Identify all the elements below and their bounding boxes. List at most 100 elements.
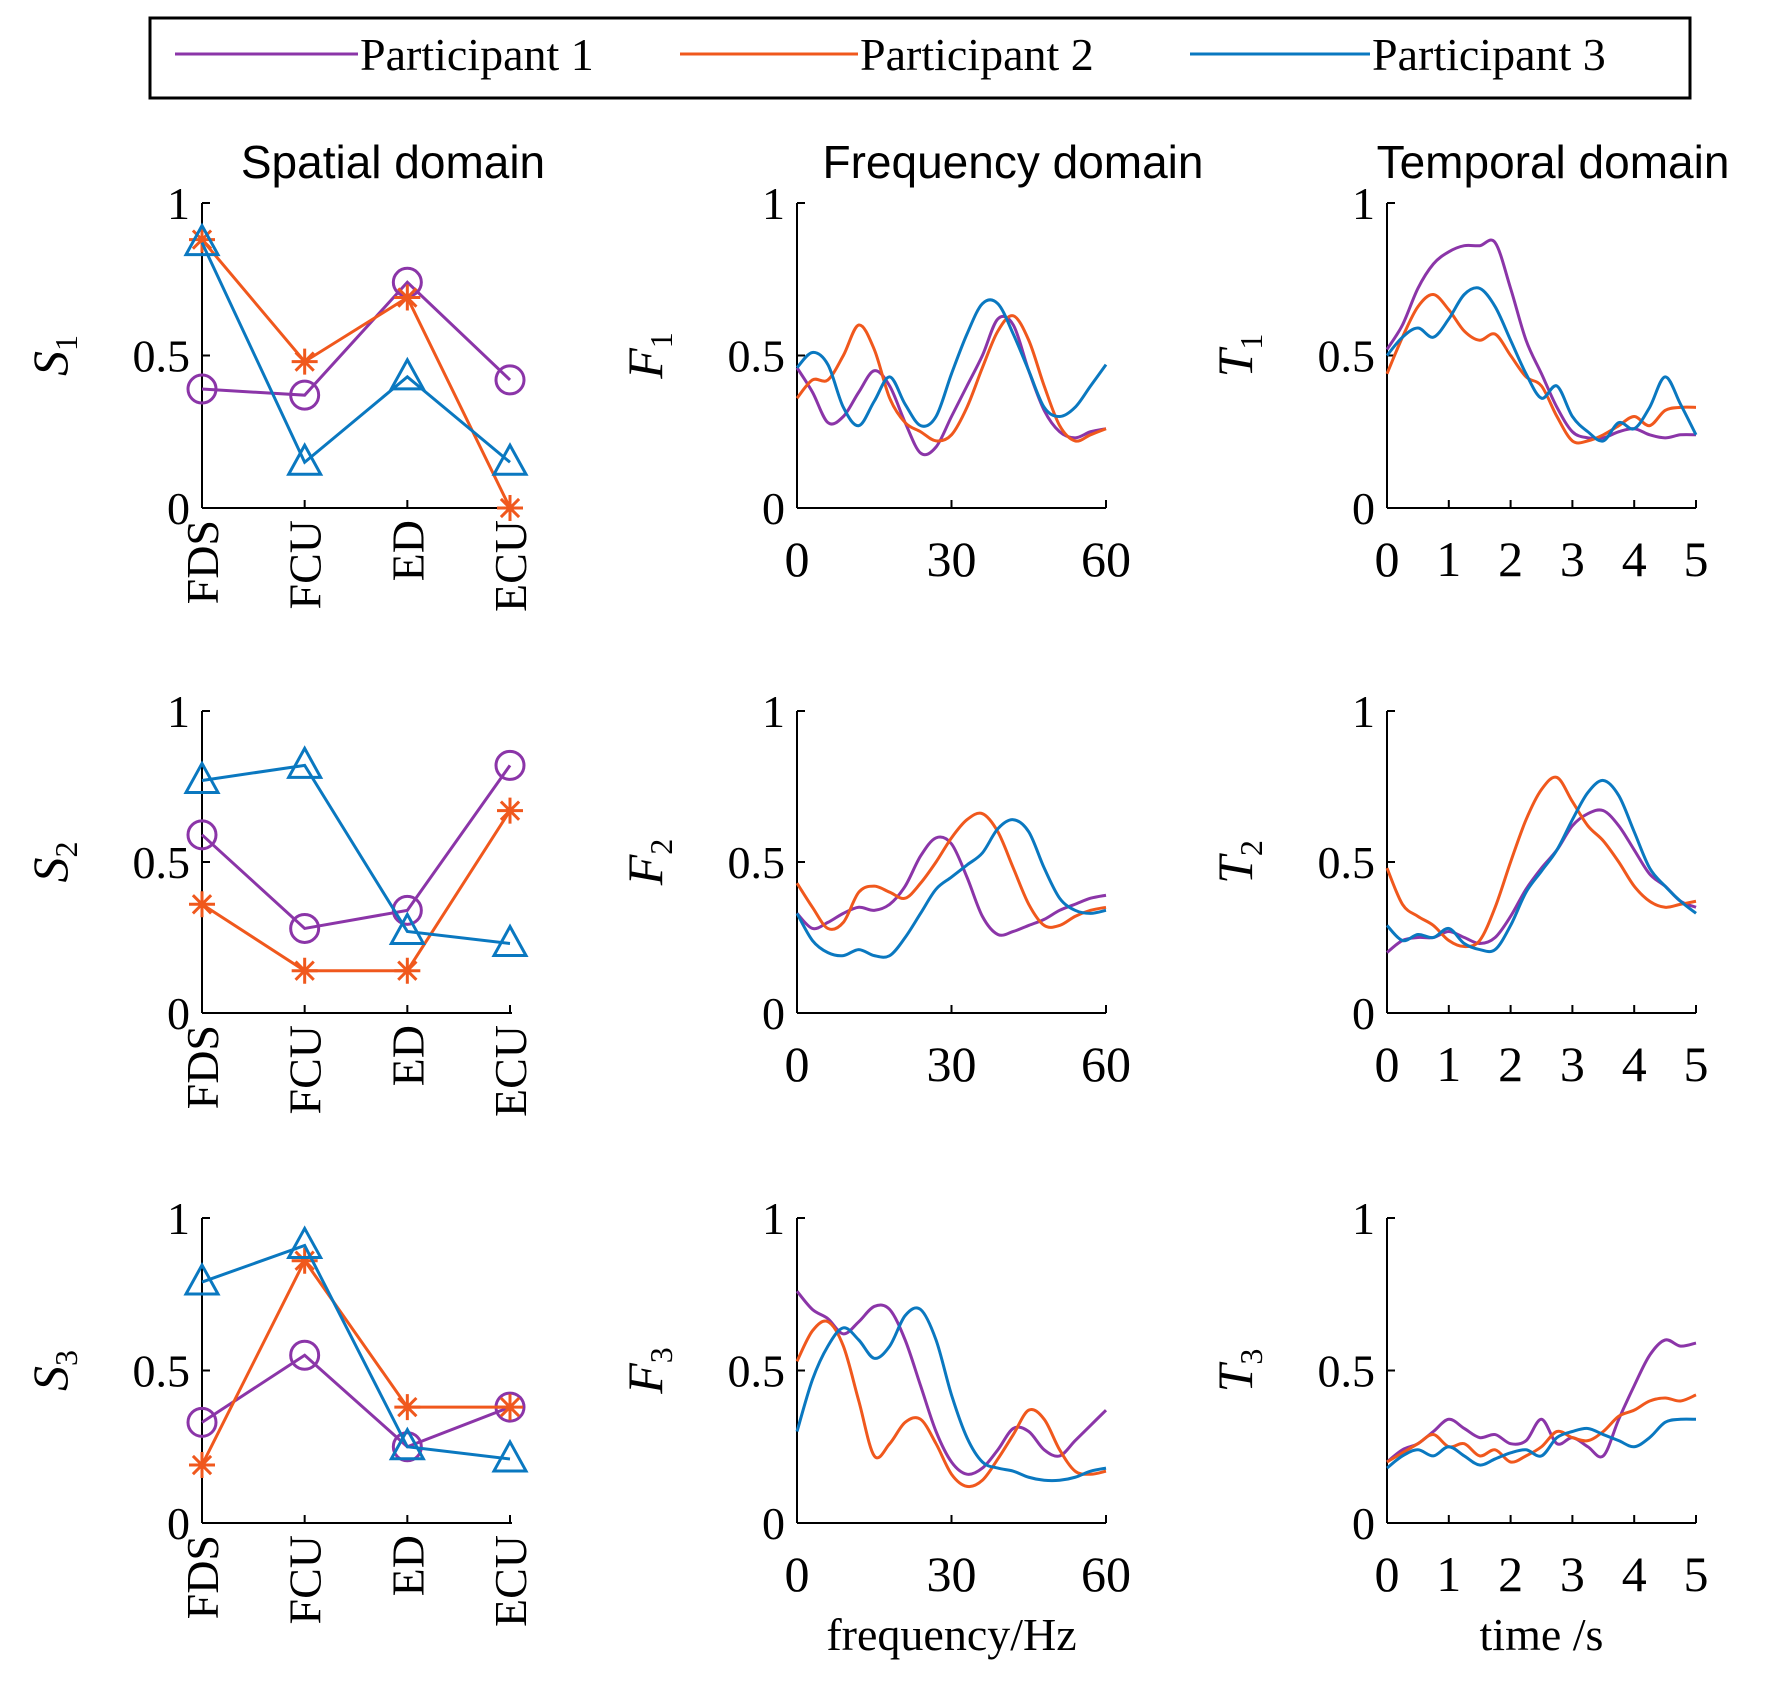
- x-tick-label: 3: [1560, 1546, 1585, 1602]
- data-point-asterisk: [497, 1394, 523, 1421]
- y-axis-label: T3: [1207, 1349, 1269, 1393]
- series-line-participant-1: [795, 1290, 1108, 1476]
- data-point-asterisk: [497, 797, 523, 824]
- series-line-participant-1: [1386, 1338, 1697, 1464]
- x-tick-label: 30: [927, 1546, 977, 1602]
- y-tick-label: 1: [167, 686, 190, 737]
- panel-s3: 0 0.5 1 S3 FDS FCU ED ECU: [22, 1193, 536, 1627]
- data-point-asterisk: [394, 284, 421, 311]
- x-tick-label: 5: [1684, 1546, 1709, 1602]
- y-tick-label: 1: [762, 686, 785, 737]
- x-tick-label-ed: ED: [382, 1535, 433, 1596]
- y-tick-label: 1: [1352, 1193, 1375, 1244]
- series-line-participant-3: [1385, 778, 1697, 954]
- x-tick-label: 30: [927, 1036, 977, 1092]
- data-point-asterisk: [394, 1394, 421, 1421]
- y-tick-label: 1: [1352, 178, 1375, 229]
- data-point-triangle: [491, 923, 529, 958]
- y-tick-label: 0: [167, 988, 190, 1039]
- legend-label-participant-2: Participant 2: [860, 29, 1094, 80]
- series-participant-1: [186, 1339, 526, 1463]
- y-tick-label: 0.5: [728, 331, 786, 382]
- y-axis-label: F1: [617, 332, 679, 380]
- x-tick-label: 1: [1436, 1036, 1461, 1092]
- x-tick-label: 4: [1622, 1036, 1647, 1092]
- x-tick-label-fcu: FCU: [280, 1535, 331, 1624]
- y-tick-label: 0.5: [728, 1346, 786, 1397]
- series-line-participant-1: [795, 314, 1107, 457]
- x-tick-label: 2: [1498, 531, 1523, 587]
- y-tick-label: 1: [762, 1193, 785, 1244]
- x-tick-label: 2: [1498, 1546, 1523, 1602]
- data-point-triangle: [286, 1225, 324, 1259]
- series-participant-1: [186, 749, 526, 944]
- x-tick-label-ecu: ECU: [485, 1025, 536, 1117]
- column-title-temporal: Temporal domain: [1377, 136, 1730, 188]
- data-point-asterisk: [189, 1452, 215, 1479]
- legend: Participant 1 Participant 2 Participant …: [148, 16, 1692, 100]
- x-tick-label-ecu: ECU: [485, 1535, 536, 1627]
- column-title-spatial: Spatial domain: [241, 136, 545, 188]
- data-point-circle: [186, 819, 218, 851]
- series-line-participant-2: [795, 811, 1107, 931]
- y-tick-label: 0.5: [133, 837, 191, 888]
- series-line: [201, 1353, 511, 1449]
- x-tick-label-fds: FDS: [177, 1025, 228, 1109]
- y-tick-label: 0: [762, 1498, 785, 1549]
- x-tick-label: 4: [1622, 531, 1647, 587]
- series-line-participant-3: [1386, 1417, 1697, 1470]
- series-line: [201, 763, 511, 946]
- y-tick-label: 1: [762, 178, 785, 229]
- x-tick-label: 60: [1081, 1036, 1131, 1092]
- data-point-asterisk: [291, 1247, 318, 1274]
- x-tick-label: 1: [1436, 1546, 1461, 1602]
- data-point-triangle: [286, 745, 324, 779]
- series-line-participant-3: [795, 298, 1108, 428]
- series-line: [200, 1257, 510, 1466]
- y-tick-label: 0: [762, 988, 785, 1039]
- y-tick-label: 1: [1352, 686, 1375, 737]
- y-tick-label: 0.5: [1318, 331, 1376, 382]
- x-tick-label: 0: [1375, 1546, 1400, 1602]
- x-tick-label-ed: ED: [382, 520, 433, 581]
- data-point-circle: [289, 1339, 321, 1371]
- y-tick-label: 1: [167, 1193, 190, 1244]
- y-axis-label: S2: [22, 842, 84, 883]
- data-point-triangle: [388, 1426, 426, 1461]
- data-point-asterisk: [189, 891, 215, 918]
- x-tick-label: 60: [1081, 531, 1131, 587]
- series-participant-2: [189, 226, 523, 521]
- data-point-circle: [289, 379, 321, 411]
- data-point-circle: [494, 364, 526, 396]
- x-tick-label: 3: [1560, 1036, 1585, 1092]
- series-participant-2: [189, 797, 523, 984]
- series-line-participant-1: [1386, 808, 1697, 954]
- y-tick-label: 0.5: [728, 837, 786, 888]
- panel-f1: 0 0.5 1 F1 0 30 60: [617, 178, 1131, 587]
- legend-label-participant-1: Participant 1: [360, 29, 594, 80]
- x-tick-label-fds: FDS: [177, 520, 228, 604]
- y-tick-label: 0: [167, 483, 190, 534]
- x-tick-label-fcu: FCU: [280, 1025, 331, 1114]
- series-line: [201, 1243, 511, 1461]
- panel-s2: 0 0.5 1 S2 FDS FCU ED ECU: [22, 686, 536, 1117]
- data-point-asterisk: [291, 348, 318, 375]
- data-point-triangle: [491, 442, 529, 476]
- series-line-participant-2: [1385, 293, 1697, 445]
- y-axis-label: S1: [22, 335, 84, 376]
- x-tick-label: 0: [1375, 531, 1400, 587]
- series-line: [200, 238, 512, 509]
- series-line-participant-2: [1386, 1393, 1697, 1464]
- y-axis-label: T2: [1207, 840, 1269, 884]
- data-point-asterisk: [394, 957, 421, 984]
- series-line-participant-3: [795, 1306, 1107, 1483]
- y-axis-label: S3: [22, 1350, 84, 1391]
- series-participant-1: [186, 266, 526, 411]
- data-point-triangle: [388, 356, 426, 391]
- x-tick-label: 0: [1375, 1036, 1400, 1092]
- data-point-triangle: [183, 222, 221, 257]
